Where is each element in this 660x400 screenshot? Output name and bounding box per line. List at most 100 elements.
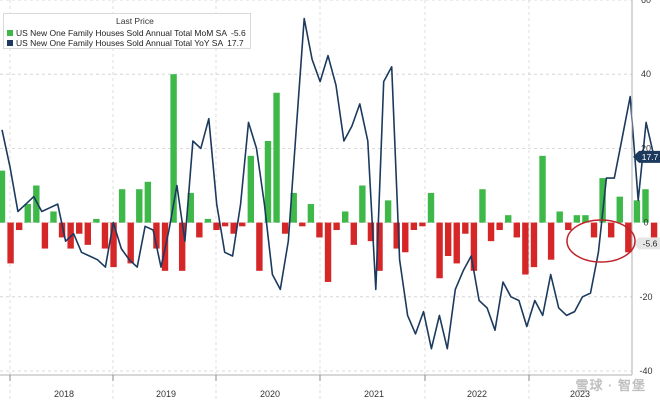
y-tick-label: 40 <box>641 69 651 79</box>
mom-bar <box>0 170 6 223</box>
mom-bar <box>196 222 203 238</box>
mom-bar <box>444 222 452 256</box>
mom-bar <box>436 222 443 279</box>
mom-bar <box>170 74 177 223</box>
mom-bar <box>565 222 572 231</box>
mom-bar <box>187 192 194 223</box>
mom-bar <box>539 155 546 223</box>
gridlines <box>0 0 632 400</box>
mom-bar <box>496 222 503 231</box>
mom-bar <box>359 185 366 223</box>
legend: Last Price US New One Family Houses Sold… <box>3 13 251 49</box>
last-value-labels: 17.7 -5.6 <box>633 150 660 250</box>
mom-bar <box>230 222 237 234</box>
y-tick-label: 20 <box>641 143 651 153</box>
mom-bar <box>573 215 581 223</box>
y-tick-label: 0 <box>643 218 648 228</box>
legend-entry-mom: US New One Family Houses Sold Annual Tot… <box>7 28 246 38</box>
mom-bar <box>599 178 606 223</box>
mom-bar <box>333 222 340 231</box>
y-axis: -40 -20 0 20 40 60 <box>631 0 653 376</box>
x-tick-label: 2020 <box>260 389 280 399</box>
mom-bar <box>110 222 117 268</box>
mom-bar <box>453 222 460 264</box>
mom-bar <box>299 222 306 227</box>
yoy-line-path <box>1 17 655 350</box>
mom-bar <box>239 222 246 227</box>
mom-bar <box>41 222 49 249</box>
yoy-line <box>1 17 655 350</box>
x-tick-label: 2023 <box>570 389 590 399</box>
last-value-tag <box>633 150 660 163</box>
mom-bar <box>479 189 486 223</box>
mom-bar <box>607 222 615 238</box>
mom-bar <box>410 222 418 231</box>
mom-bar <box>256 222 263 271</box>
mom-bar <box>58 222 66 238</box>
mom-bar <box>50 211 57 223</box>
mom-bar <box>84 222 91 245</box>
mom-bar <box>15 222 23 231</box>
mom-bar <box>547 222 555 260</box>
mom-bar <box>7 222 14 264</box>
x-axis: 2018 2019 2020 2021 2022 2023 <box>0 374 632 399</box>
legend-title: Last Price <box>116 16 154 26</box>
x-tick-label: 2018 <box>54 389 74 399</box>
mom-bar <box>307 204 315 223</box>
mom-bar <box>633 200 641 223</box>
mom-bar <box>582 215 589 223</box>
legend-label-mom: US New One Family Houses Sold Annual Tot… <box>16 28 228 38</box>
y-tick-label: -20 <box>639 292 652 302</box>
mom-bar <box>625 222 632 253</box>
mom-bar <box>384 200 392 223</box>
y-tick-label: -40 <box>639 366 652 376</box>
legend-swatch-mom <box>7 30 13 36</box>
mom-bar <box>153 222 160 249</box>
mom-bar <box>402 222 409 253</box>
legend-entry-yoy: US New One Family Houses Sold Annual Tot… <box>7 38 244 48</box>
mom-bar <box>342 211 349 223</box>
legend-value-yoy: 17.7 <box>227 38 244 48</box>
x-tick-label: 2019 <box>156 389 176 399</box>
mom-bar <box>118 189 126 223</box>
mom-bar <box>247 155 255 223</box>
mom-bar <box>376 222 383 271</box>
mom-bars <box>0 74 658 282</box>
mom-bar <box>290 192 297 223</box>
mom-bar <box>427 192 435 223</box>
legend-label-yoy: US New One Family Houses Sold Annual Tot… <box>16 38 224 48</box>
y-tick-label: 60 <box>641 0 651 5</box>
mom-bar <box>487 222 495 242</box>
mom-bar <box>101 222 109 249</box>
mom-bar <box>33 185 40 223</box>
mom-bar <box>590 222 598 238</box>
mom-bar <box>367 222 375 242</box>
mom-bar <box>76 222 83 234</box>
mom-bar <box>419 222 426 227</box>
mom-bar <box>642 189 649 223</box>
mom-bar <box>127 222 134 264</box>
last-value-text: -5.6 <box>643 238 658 248</box>
mom-bar <box>393 222 400 249</box>
mom-bar <box>650 222 658 244</box>
mom-bar <box>136 189 143 223</box>
mom-bar <box>462 222 469 234</box>
watermark: 雪球 · 智堡 <box>575 378 646 393</box>
mom-bar <box>616 196 623 223</box>
mom-bar <box>273 92 280 223</box>
mom-bar <box>324 222 332 282</box>
last-value-tag <box>633 237 660 250</box>
last-value-text: 17.7 <box>642 152 659 162</box>
highlight-circle <box>566 219 636 263</box>
mom-bar <box>556 211 563 223</box>
mom-bar <box>221 222 229 227</box>
mom-bar <box>470 222 478 271</box>
mom-bar <box>522 222 529 275</box>
x-tick-label: 2022 <box>467 389 487 399</box>
mom-bar <box>178 222 186 271</box>
mom-bar <box>530 222 538 268</box>
mom-bar <box>505 215 512 223</box>
mom-bar <box>281 222 289 234</box>
mom-bar <box>93 218 100 223</box>
